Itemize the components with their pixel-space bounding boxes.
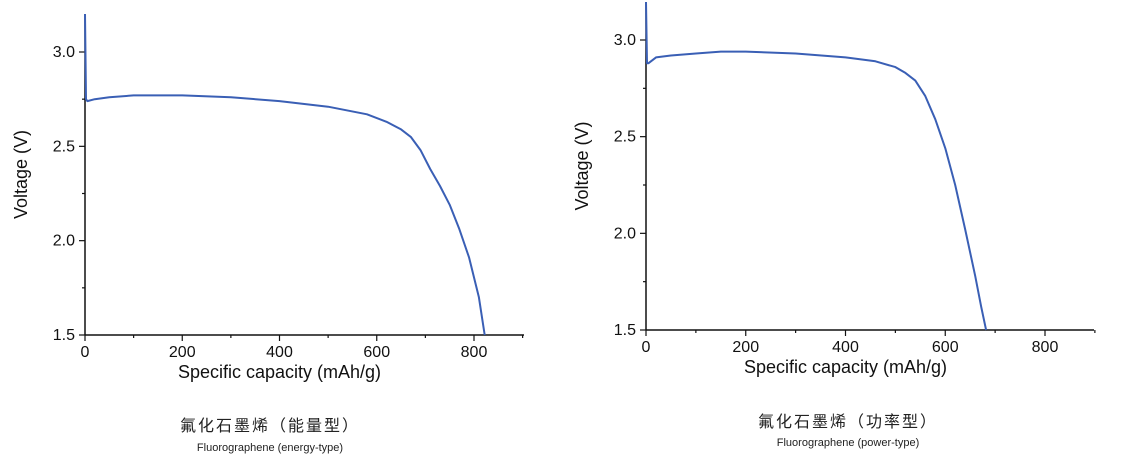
x-tick-label: 400 — [266, 344, 293, 361]
chart-energy-type: 0 200 400 600 800 1.5 2.0 2.5 3.0 Specific capaci… — [11, 13, 524, 382]
x-tick-label: 0 — [642, 339, 651, 356]
y-tick-label: 2.0 — [614, 225, 636, 242]
x-tick-label: 600 — [932, 339, 959, 356]
x-tick-label: 800 — [1032, 339, 1059, 356]
chart-power-type: 0 200 400 600 800 1.5 2.0 2.5 3.0 Specific capaci… — [572, 1, 1096, 377]
caption-cn-energy: 氟化石墨烯（能量型） — [179, 416, 360, 435]
x-axis-label: Specific capacity (mAh/g) — [178, 362, 381, 382]
y-tick-label: 3.0 — [53, 44, 75, 61]
y-axis-label: Voltage (V) — [572, 121, 592, 210]
discharge-curve-line — [84, 13, 486, 336]
y-tick-label: 1.5 — [614, 322, 636, 339]
x-tick-label: 600 — [363, 344, 390, 361]
caption-en-power: Fluorographene (power-type) — [776, 437, 920, 449]
y-tick-label: 2.5 — [53, 138, 75, 155]
x-tick-label: 200 — [732, 339, 759, 356]
y-tick-label: 3.0 — [614, 32, 636, 49]
discharge-curve-line — [645, 1, 988, 331]
x-tick-label: 0 — [81, 344, 90, 361]
x-tick-label: 200 — [169, 344, 196, 361]
y-axis-label: Voltage (V) — [11, 130, 31, 219]
x-axis-label: Specific capacity (mAh/g) — [744, 357, 947, 377]
y-tick-label: 1.5 — [53, 327, 75, 344]
x-tick-label: 800 — [461, 344, 488, 361]
caption-en-energy: Fluorographene (energy-type) — [196, 442, 344, 454]
y-tick-label: 2.0 — [53, 233, 75, 250]
y-tick-label: 2.5 — [614, 129, 636, 146]
caption-cn-power: 氟化石墨烯（功率型） — [757, 412, 938, 431]
x-tick-label: 400 — [832, 339, 859, 356]
